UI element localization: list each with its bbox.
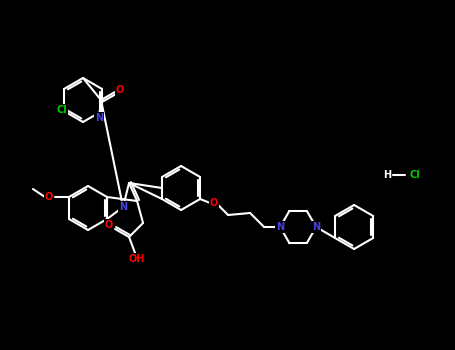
Text: O: O (45, 192, 53, 202)
Text: O: O (210, 198, 218, 208)
Text: N: N (95, 113, 103, 123)
Text: N: N (276, 222, 284, 232)
Text: O: O (105, 220, 113, 230)
Text: N: N (312, 222, 320, 232)
Text: OH: OH (129, 254, 145, 264)
Text: Cl: Cl (56, 105, 67, 115)
Text: O: O (116, 85, 124, 95)
Text: N: N (276, 222, 284, 232)
Text: N: N (119, 202, 127, 212)
Text: H: H (383, 170, 391, 180)
Text: Cl: Cl (410, 170, 420, 180)
